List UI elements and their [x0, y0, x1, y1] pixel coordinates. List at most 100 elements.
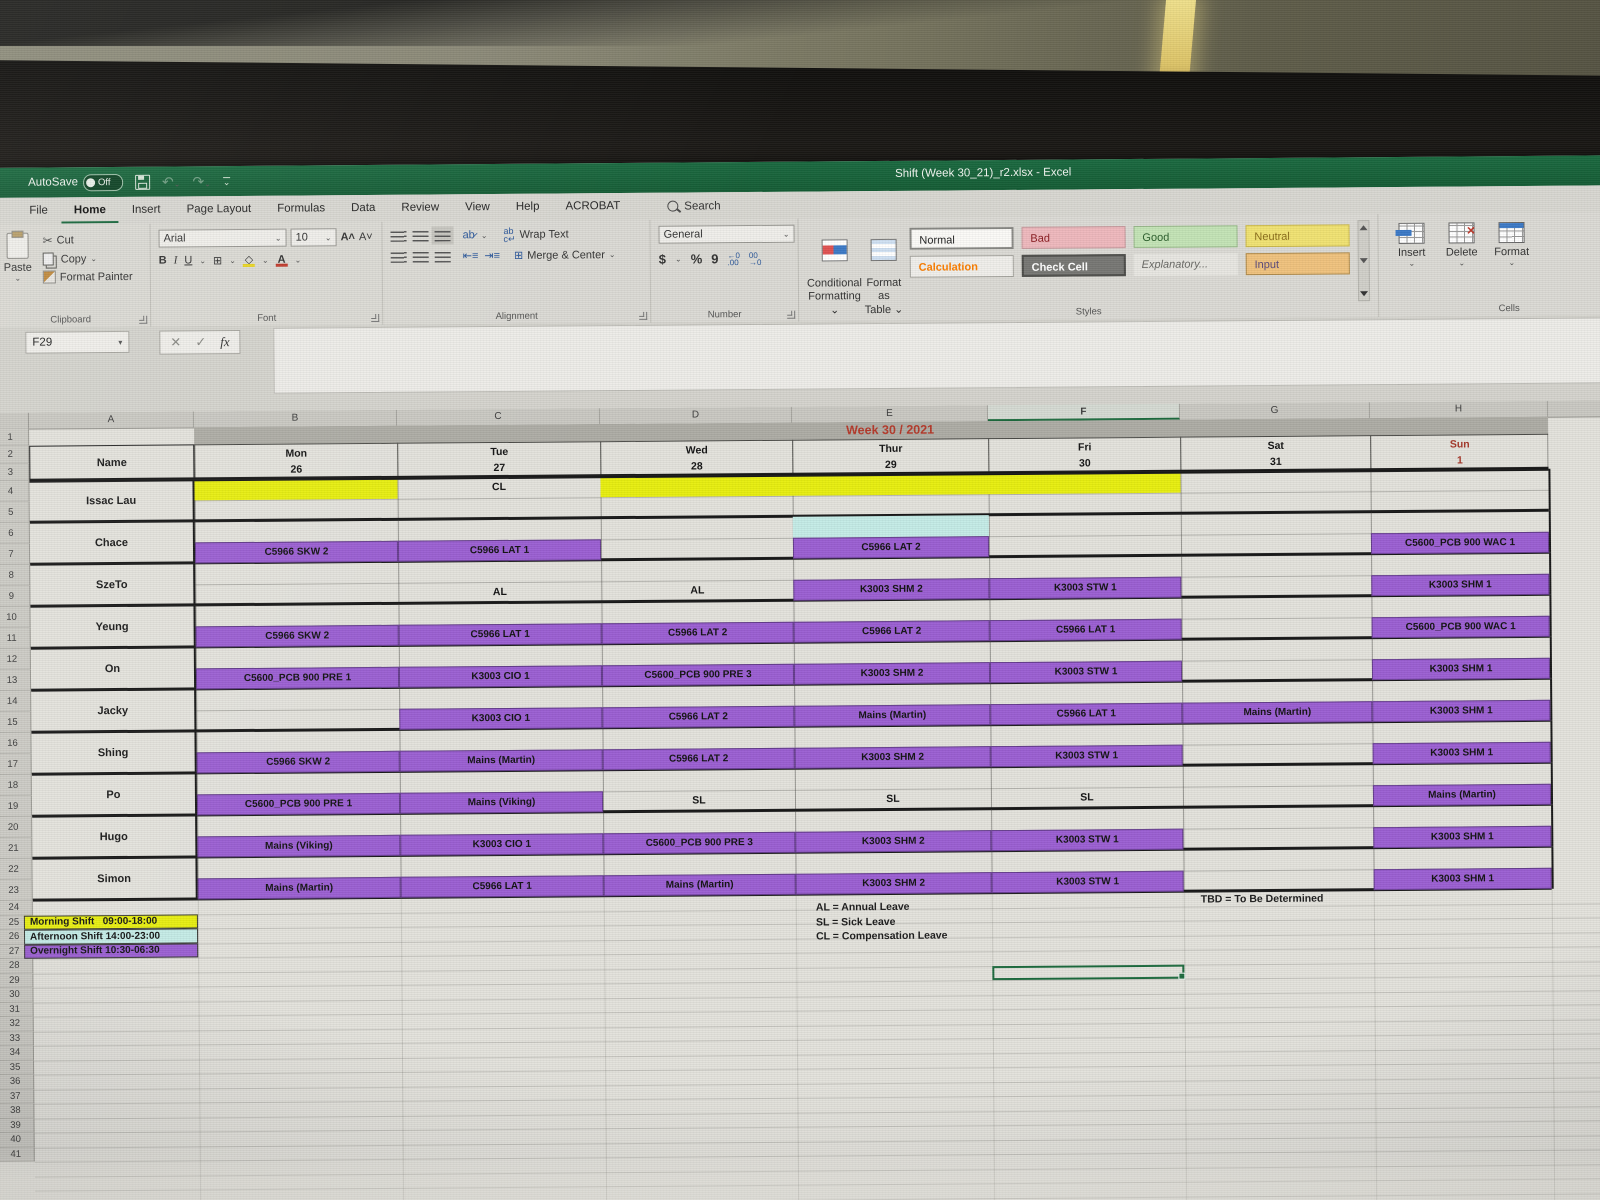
- shrink-font-button[interactable]: A˅: [358, 230, 373, 244]
- row-header-1[interactable]: 1: [0, 428, 30, 446]
- align-bottom-icon[interactable]: [431, 226, 454, 245]
- grow-font-button[interactable]: A˄: [340, 231, 355, 244]
- alignment-dialog-launcher-icon[interactable]: [639, 311, 648, 320]
- tab-file[interactable]: File: [29, 204, 48, 217]
- shift-cell-leave[interactable]: CL: [491, 480, 507, 494]
- decrease-indent-icon[interactable]: ⇤≡: [462, 250, 479, 263]
- roster-name-simon[interactable]: Simon: [32, 857, 198, 901]
- row-header-14[interactable]: 14: [0, 690, 32, 712]
- column-header-H[interactable]: H: [1369, 400, 1549, 419]
- shift-cell[interactable]: K3003 SHM 1: [1372, 699, 1551, 723]
- shift-cell[interactable]: C5966 LAT 2: [601, 621, 794, 645]
- shift-cell[interactable]: Mains (Martin): [1182, 701, 1373, 724]
- row-header-34[interactable]: 34: [0, 1045, 35, 1061]
- shift-cell[interactable]: C5600_PCB 900 PRE 3: [603, 831, 796, 855]
- align-right-icon[interactable]: [434, 249, 451, 263]
- shift-cell[interactable]: K3003 STW 1: [990, 744, 1183, 768]
- tab-data[interactable]: Data: [351, 201, 376, 214]
- shift-cell[interactable]: Mains (Martin): [197, 876, 401, 900]
- merge-center-button[interactable]: ⊞ Merge & Center ⌄: [513, 248, 616, 262]
- row-header-24[interactable]: 24: [0, 900, 33, 916]
- save-icon[interactable]: [134, 174, 151, 190]
- styles-gallery-scrollbar[interactable]: [1357, 220, 1371, 302]
- shift-cell[interactable]: K3003 SHM 1: [1373, 825, 1552, 849]
- number-format-select[interactable]: General ⌄: [658, 224, 795, 244]
- roster-name-yeung[interactable]: Yeung: [30, 605, 196, 649]
- insert-cells-button[interactable]: Insert ⌄: [1386, 222, 1436, 268]
- row-header-9[interactable]: 9: [0, 585, 31, 607]
- shift-cell[interactable]: K3003 STW 1: [991, 870, 1184, 894]
- shift-cell[interactable]: K3003 SHM 2: [795, 872, 992, 895]
- shift-cell[interactable]: K3003 SHM 2: [795, 830, 992, 853]
- column-header-E[interactable]: E: [791, 405, 989, 423]
- row-header-19[interactable]: 19: [0, 795, 33, 817]
- style-chip-good[interactable]: Good: [1133, 225, 1238, 249]
- shift-cell[interactable]: C5600_PCB 900 PRE 1: [195, 666, 400, 690]
- roster-name-shing[interactable]: Shing: [31, 731, 197, 775]
- shift-cell[interactable]: K3003 CIO 1: [398, 665, 603, 688]
- row-header-33[interactable]: 33: [0, 1031, 34, 1046]
- font-dialog-launcher-icon[interactable]: [371, 313, 380, 323]
- bold-button[interactable]: B: [158, 254, 167, 267]
- row-header-7[interactable]: 7: [0, 543, 31, 565]
- row-header-15[interactable]: 15: [0, 711, 32, 733]
- row-header-23[interactable]: 23: [0, 879, 33, 901]
- shift-cell[interactable]: K3003 SHM 1: [1371, 657, 1551, 681]
- shift-cell[interactable]: K3003 STW 1: [989, 576, 1182, 600]
- paste-button[interactable]: Paste ⌄: [0, 231, 37, 283]
- row-header-32[interactable]: 32: [0, 1016, 34, 1032]
- row-header-21[interactable]: 21: [0, 837, 33, 859]
- row-header-36[interactable]: 36: [0, 1074, 35, 1090]
- shift-cell[interactable]: K3003 SHM 2: [793, 578, 990, 601]
- shift-cell[interactable]: C5966 SKW 2: [194, 540, 399, 564]
- gallery-up-icon[interactable]: [1359, 225, 1368, 231]
- shift-cell[interactable]: K3003 CIO 1: [400, 833, 604, 856]
- style-chip-neutral[interactable]: Neutral: [1245, 224, 1350, 248]
- undo-icon[interactable]: ↶⌄: [161, 173, 181, 190]
- customize-qat-icon[interactable]: ⌄: [222, 176, 231, 187]
- tab-review[interactable]: Review: [401, 200, 440, 214]
- increase-indent-icon[interactable]: ⇥≡: [484, 249, 501, 263]
- roster-name-jacky[interactable]: Jacky: [31, 689, 197, 733]
- increase-decimal-icon[interactable]: ←0.00: [727, 250, 740, 267]
- select-all-corner[interactable]: [0, 412, 30, 429]
- selected-cell-F29[interactable]: [992, 964, 1185, 981]
- align-top-icon[interactable]: [390, 229, 407, 242]
- column-header-F[interactable]: F: [987, 403, 1181, 422]
- decrease-decimal-icon[interactable]: 00 →0: [748, 250, 762, 267]
- row-header-40[interactable]: 40: [0, 1132, 35, 1148]
- row-header-37[interactable]: 37: [0, 1089, 35, 1104]
- column-header-B[interactable]: B: [193, 409, 398, 428]
- format-painter-button[interactable]: Format Painter: [42, 270, 133, 284]
- column-header-D[interactable]: D: [599, 406, 793, 425]
- conditional-formatting-button[interactable]: Conditional Formatting ⌄: [806, 224, 862, 316]
- shift-cell[interactable]: C5966 LAT 1: [989, 618, 1182, 642]
- row-header-39[interactable]: 39: [0, 1118, 35, 1133]
- legend-morning[interactable]: Morning Shift 09:00-18:00: [23, 913, 198, 930]
- row-header-10[interactable]: 10: [0, 606, 31, 628]
- delete-cells-button[interactable]: Delete⌄: [1436, 221, 1486, 267]
- tab-formulas[interactable]: Formulas: [277, 201, 326, 215]
- gallery-down-icon[interactable]: [1359, 258, 1368, 264]
- currency-button[interactable]: $: [658, 251, 667, 267]
- roster-name-po[interactable]: Po: [31, 773, 198, 817]
- insert-function-icon[interactable]: fx: [220, 334, 230, 350]
- shift-cell[interactable]: K3003 CIO 1: [399, 707, 603, 730]
- autosave-toggle[interactable]: AutoSave Off: [28, 173, 124, 191]
- comma-button[interactable]: 9: [711, 251, 719, 267]
- font-size-select[interactable]: 10 ⌄: [290, 228, 337, 247]
- row-header-4[interactable]: 4: [0, 480, 30, 502]
- row-header-22[interactable]: 22: [0, 858, 33, 880]
- shift-cell[interactable]: C5600_PCB 900 WAC 1: [1370, 531, 1550, 555]
- column-header-A[interactable]: A: [28, 411, 195, 429]
- row-header-28[interactable]: 28: [0, 958, 34, 974]
- style-chip-calculation[interactable]: Calculation: [909, 254, 1014, 278]
- row-header-5[interactable]: 5: [0, 501, 30, 523]
- tab-home[interactable]: Home: [60, 198, 119, 223]
- font-name-select[interactable]: Arial ⌄: [158, 228, 287, 248]
- cancel-entry-icon[interactable]: ✕: [170, 334, 182, 350]
- tab-help[interactable]: Help: [515, 200, 540, 213]
- row-header-38[interactable]: 38: [0, 1103, 35, 1119]
- row-header-13[interactable]: 13: [0, 669, 32, 691]
